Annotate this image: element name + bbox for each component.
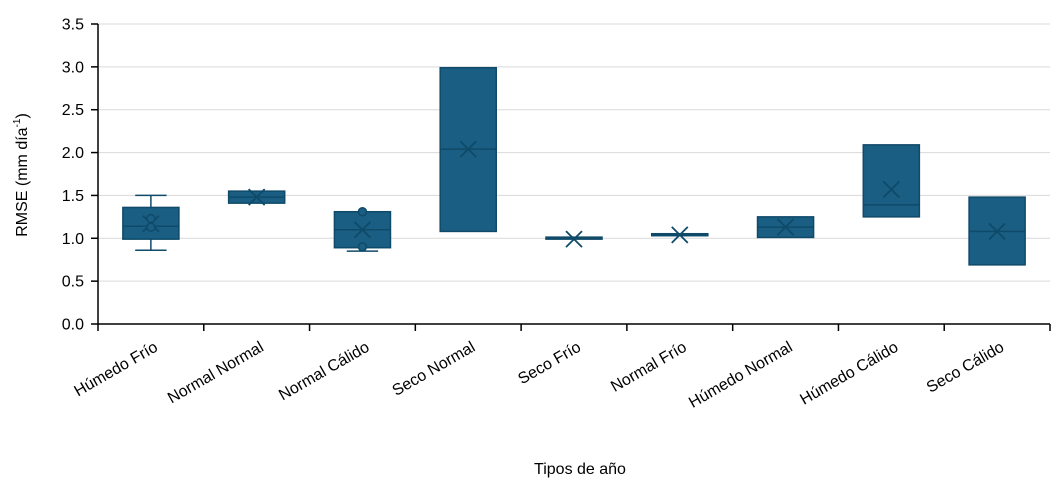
x-tick-label: Húmedo Frío [72,339,161,400]
data-point [146,222,156,232]
mean-marker [565,230,583,248]
data-point [357,242,368,252]
box-1 [122,194,180,252]
x-tick-label: Normal Cálido [276,339,372,404]
data-point [146,213,156,224]
x-tick-label: Húmedo Cálido [797,339,901,409]
y-tick-label: 0.5 [62,274,84,291]
x-tick-label: Seco Normal [390,339,479,400]
x-tick-label: Normal Normal [165,339,267,408]
mean-marker [248,188,266,206]
y-axis-title-sup: -1 [12,118,23,127]
mean-marker [776,218,795,236]
y-tick-label: 1.0 [62,231,84,248]
y-tick-label: 3.0 [62,59,84,76]
y-tick-label: 3.5 [62,17,84,34]
y-tick-label: 0.0 [62,317,84,334]
y-axis-title: RMSE (mm día-1) [12,113,31,237]
box-8 [862,144,921,218]
box-iqr [862,144,921,218]
mean-marker [353,221,372,239]
box-5 [545,230,603,248]
box-3 [333,206,392,252]
mean-marker [882,180,900,199]
box-6 [650,226,709,244]
y-tick-label: 2.5 [62,102,84,119]
mean-marker [671,226,689,244]
y-axis-title-main: RMSE (mm día [14,127,31,236]
data-point [357,206,368,217]
box-2 [227,188,286,206]
box-series [122,66,1026,266]
x-tick-label: Húmedo Normal [686,339,795,412]
x-axis-title: Tipos de año [534,461,626,478]
y-axis-title-close: ) [14,113,31,118]
box-4 [439,66,498,233]
x-tick-labels: Húmedo Frío Normal Normal Normal Cálido Sec… [72,339,1008,412]
y-tick-label: 2.0 [62,145,84,162]
x-tick-label: Seco Frío [515,339,584,388]
x-tick-label: Seco Cálido [924,339,1007,397]
y-tick-label: 1.5 [62,188,84,205]
box-7 [756,216,815,239]
box-9 [968,196,1026,266]
y-tick-labels: 0.0 0.5 1.0 1.5 2.0 2.5 3.0 3.5 [62,17,84,334]
mean-marker [988,222,1006,241]
x-tick-label: Normal Frío [608,339,690,396]
axes [91,23,1051,331]
mean-marker [459,140,477,158]
